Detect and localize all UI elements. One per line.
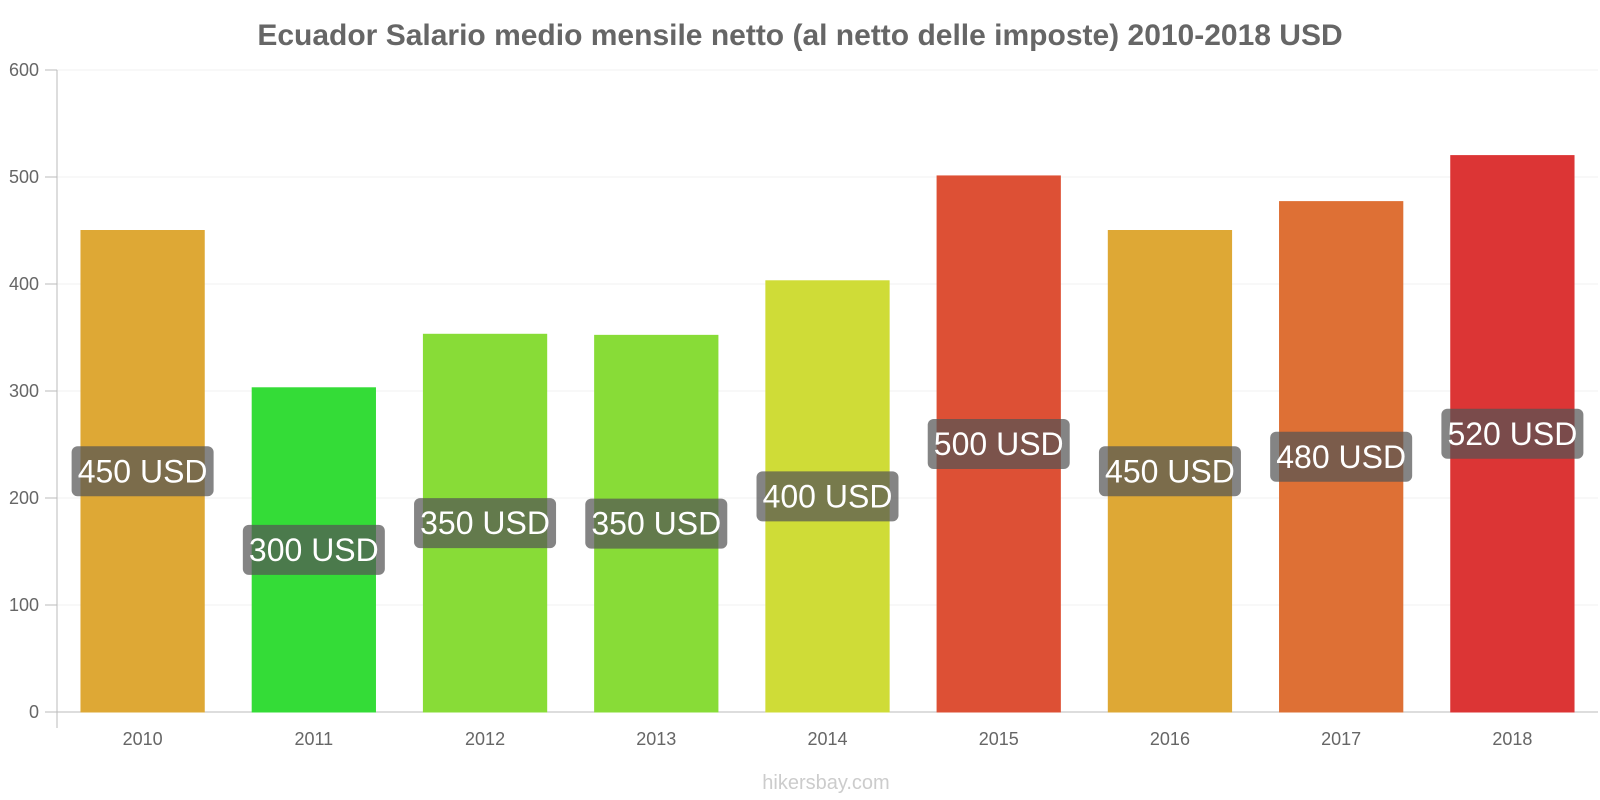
y-tick-label: 400: [9, 274, 39, 294]
y-tick-label: 0: [29, 702, 39, 722]
y-tick-label: 200: [9, 488, 39, 508]
x-tick-label: 2015: [979, 729, 1019, 749]
data-label-box: [927, 418, 1070, 469]
x-tick-label: 2018: [1492, 729, 1532, 749]
x-tick-label: 2014: [807, 729, 847, 749]
x-tick-label: 2013: [636, 729, 676, 749]
y-tick-label: 100: [9, 595, 39, 615]
x-tick-label: 2010: [123, 729, 163, 749]
data-label-box: [1270, 431, 1413, 482]
data-label-box: [585, 498, 728, 549]
y-tick-label: 300: [9, 381, 39, 401]
data-label: 350 USD: [420, 505, 550, 541]
data-label-box: [1441, 408, 1584, 459]
x-tick-label: 2017: [1321, 729, 1361, 749]
data-label: 450 USD: [78, 453, 208, 489]
x-tick-label: 2012: [465, 729, 505, 749]
data-label-box: [242, 524, 385, 575]
x-tick-label: 2016: [1150, 729, 1190, 749]
data-label-box: [1098, 446, 1241, 497]
y-tick-label: 500: [9, 167, 39, 187]
data-label: 480 USD: [1276, 439, 1406, 475]
data-label: 300 USD: [249, 532, 379, 568]
data-label-box: [414, 498, 557, 549]
data-label-box: [756, 471, 899, 522]
source-watermark: hikersbay.com: [762, 772, 889, 794]
data-label: 400 USD: [763, 478, 893, 514]
data-label-box: [71, 446, 214, 497]
data-labels: 450 USD 300 USD 350 USD 350 USD 400 USD 500 U…: [71, 408, 1584, 575]
y-tick-label: 600: [9, 60, 39, 80]
x-tick-label: 2011: [294, 729, 333, 749]
chart-title: Ecuador Salario medio mensile netto (al …: [257, 19, 1342, 52]
data-label: 450 USD: [1105, 453, 1235, 489]
data-label: 500 USD: [934, 426, 1064, 462]
data-label: 350 USD: [591, 506, 721, 542]
data-label: 520 USD: [1447, 416, 1577, 452]
